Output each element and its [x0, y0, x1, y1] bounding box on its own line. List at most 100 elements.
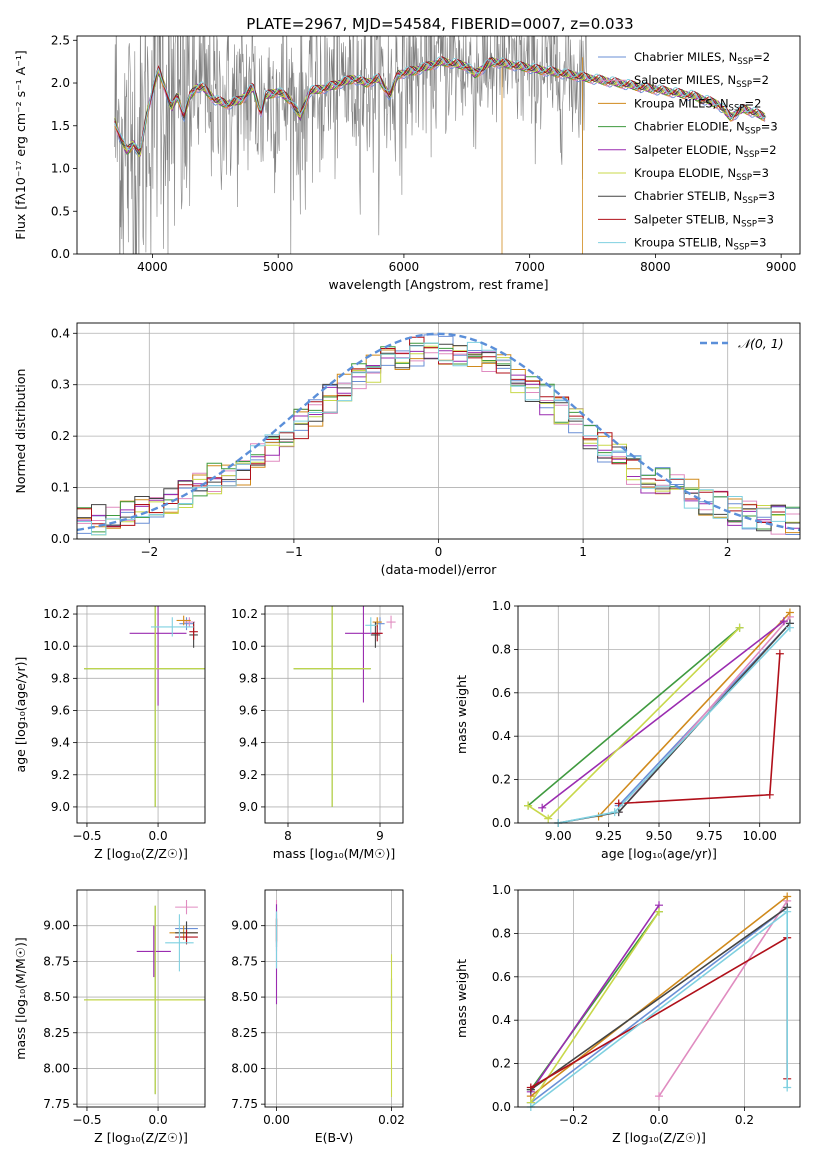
model-spectrum-line — [114, 56, 766, 151]
mass_vs_ebv-xlabel: E(B-V) — [315, 1130, 354, 1145]
y-tick-label: 1.0 — [492, 599, 511, 613]
x-tick-label: 0.0 — [149, 1113, 168, 1127]
x-tick-label: −0.5 — [72, 829, 101, 843]
y-tick-label: 9.00 — [231, 919, 258, 933]
weight_vs_Z-xlabel: Z [log₁₀(Z/Z☉)] — [612, 1130, 706, 1145]
legend-text: =2 — [760, 143, 777, 157]
age_vs_Z-frame — [76, 605, 206, 824]
x-tick-label: 9000 — [766, 260, 797, 274]
x-tick-label: 9 — [376, 829, 384, 843]
x-tick-label: 9.75 — [696, 829, 723, 843]
legend-sub: SSP — [736, 80, 752, 90]
y-tick-label: 9.0 — [51, 800, 70, 814]
residuals-frame — [76, 322, 801, 540]
spectrum-frame — [76, 35, 801, 255]
legend-sub: SSP — [742, 196, 758, 206]
age_vs_Z-axes — [73, 606, 205, 827]
x-tick-label: −0.2 — [559, 1113, 588, 1127]
mass_vs_Z-xlabel: Z [log₁₀(Z/Z☉)] — [94, 1130, 188, 1145]
legend-text: =2 — [752, 73, 769, 87]
mass-weight-marker — [526, 1083, 535, 1092]
legend-entry: Kroupa MILES, NSSP=2 — [634, 96, 761, 113]
y-tick-label: 9.6 — [51, 703, 70, 717]
legend-sub: SSP — [745, 127, 761, 137]
y-tick-label: 0.8 — [492, 926, 511, 940]
mass-weight-marker — [614, 799, 623, 808]
y-tick-label: 10.2 — [43, 607, 70, 621]
age_vs_Z-ylabel: age [log₁₀(age/yr)] — [13, 657, 28, 773]
y-tick-label: 9.2 — [51, 768, 70, 782]
x-tick-label: 0.2 — [735, 1113, 754, 1127]
y-tick-label: 0.4 — [492, 1013, 511, 1027]
y-tick-label: 0.0 — [492, 816, 511, 830]
residuals-ylabel: Normed distribution — [13, 369, 28, 494]
y-tick-label: 0.2 — [492, 1057, 511, 1071]
y-tick-label: 0.5 — [51, 204, 70, 218]
x-tick-label: 2 — [724, 545, 732, 559]
x-tick-label: 8000 — [640, 260, 671, 274]
x-tick-label: 10.00 — [743, 829, 777, 843]
y-tick-label: 7.75 — [231, 1097, 258, 1111]
weight_vs_age-axes — [514, 605, 800, 827]
mass-weight-marker — [785, 608, 794, 617]
x-tick-label: 0.0 — [149, 829, 168, 843]
residuals-xlabel: (data-model)/error — [381, 562, 498, 577]
x-tick-label: 0.02 — [378, 1113, 405, 1127]
legend-sub: SSP — [729, 103, 745, 113]
x-tick-label: 9.25 — [595, 829, 622, 843]
mass-weight-line — [598, 611, 791, 818]
model-spectrum-line — [114, 56, 766, 155]
x-tick-label: 0.0 — [649, 1113, 668, 1127]
mass-weight-marker — [783, 892, 792, 901]
mass-weight-marker — [524, 801, 533, 810]
mass_vs_Z-frame — [76, 889, 206, 1108]
legend-text: Kroupa STELIB, N — [634, 236, 734, 250]
y-tick-label: 8.75 — [43, 954, 70, 968]
legend-text: Chabrier MILES, N — [634, 50, 737, 64]
mass-weight-marker — [735, 623, 744, 632]
legend-text: Kroupa MILES, N — [634, 96, 729, 110]
mass-weight-marker — [538, 803, 547, 812]
legend-text: Chabrier ELODIE, N — [634, 120, 745, 134]
age_vs_mass-axes — [261, 606, 403, 827]
y-tick-label: 1.5 — [51, 119, 70, 133]
y-tick-label: 1.0 — [51, 162, 70, 176]
y-tick-label: 0.6 — [492, 686, 511, 700]
x-tick-label: 9.00 — [545, 829, 572, 843]
mass-weight-line — [530, 906, 788, 1104]
weight_vs_Z-ylabel: mass weight — [454, 959, 469, 1038]
legend-sub: SSP — [734, 243, 750, 253]
y-tick-label: 9.00 — [43, 919, 70, 933]
data-spectrum-line — [114, 36, 767, 254]
y-tick-label: 8.00 — [43, 1061, 70, 1075]
legend-entry: Salpeter STELIB, NSSP=3 — [634, 212, 774, 229]
y-tick-label: 8.75 — [231, 954, 258, 968]
y-tick-label: 9.4 — [239, 736, 258, 750]
mass-weight-marker — [544, 814, 553, 823]
legend-text: =3 — [758, 189, 775, 203]
legend-text: =3 — [752, 166, 769, 180]
y-tick-label: 9.0 — [239, 800, 258, 814]
x-tick-label: 9.50 — [646, 829, 673, 843]
legend-entry: Salpeter ELODIE, NSSP=2 — [634, 143, 777, 160]
mass_vs_ebv-frame — [264, 889, 404, 1108]
x-tick-label: −0.5 — [72, 1113, 101, 1127]
mass-weight-marker — [765, 790, 774, 799]
legend-entry: Kroupa ELODIE, NSSP=3 — [634, 166, 769, 183]
y-tick-label: 0.6 — [492, 970, 511, 984]
legend-entry: 𝒩(0, 1) — [738, 336, 784, 351]
y-tick-label: 9.2 — [239, 768, 258, 782]
legend-entry: Chabrier ELODIE, NSSP=3 — [634, 120, 778, 137]
legend-text: =2 — [753, 50, 770, 64]
mass_vs_Z-axes — [73, 890, 205, 1111]
x-tick-label: 7000 — [514, 260, 545, 274]
residuals-axes — [73, 323, 800, 543]
y-tick-label: 8.25 — [43, 1026, 70, 1040]
mass-weight-line — [527, 627, 741, 807]
mass-weight-line — [530, 904, 660, 1093]
weight_vs_Z-axes — [514, 889, 800, 1111]
legend-text: =3 — [761, 120, 778, 134]
x-tick-label: 8 — [284, 829, 292, 843]
y-tick-label: 0.8 — [492, 642, 511, 656]
x-tick-label: −2 — [140, 545, 158, 559]
